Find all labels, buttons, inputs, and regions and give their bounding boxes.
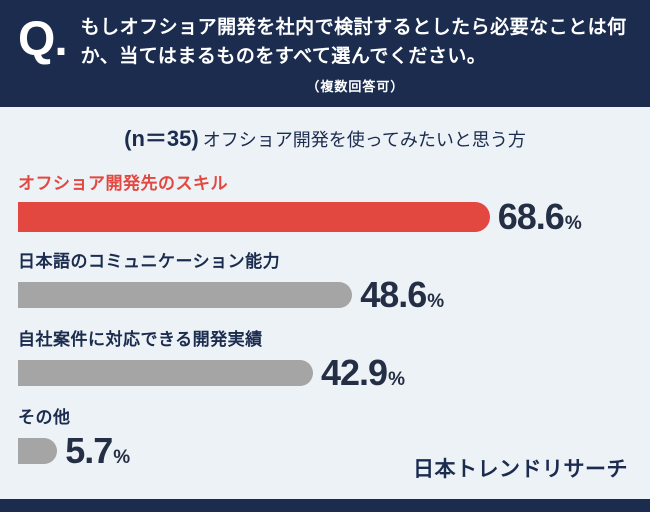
- question-header: Q. もしオフショア開発を社内で検討するとしたら必要なことは何か、当てはまるもの…: [0, 0, 650, 107]
- bar-row: 自社案件に対応できる開発実績 42.9%: [18, 325, 632, 391]
- question-body: もしオフショア開発を社内で検討するとしたら必要なことは何か、当てはまるものをすべ…: [81, 14, 630, 95]
- bar-label: 日本語のコミュニケーション能力: [18, 252, 281, 271]
- question-note: （複数回答可）: [306, 79, 405, 94]
- bar-value: 68.6%: [498, 199, 582, 235]
- bar-value-unit: %: [564, 213, 582, 234]
- bar-value: 48.6%: [360, 277, 444, 313]
- bar-value-unit: %: [427, 291, 445, 312]
- bar-chart: (n＝35) オフショア開発を使ってみたいと思う方 オフショア開発先のスキル 68.…: [0, 107, 650, 499]
- q-mark: Q.: [18, 13, 68, 66]
- bar-value: 42.9%: [321, 355, 405, 391]
- bar-line: 68.6%: [18, 199, 632, 235]
- bar-label: 自社案件に対応できる開発実績: [18, 330, 263, 349]
- bar: [18, 202, 490, 232]
- bar-value: 5.7%: [65, 433, 130, 469]
- bar-value-number: 5.7: [65, 430, 113, 471]
- bar: [18, 360, 313, 386]
- bar: [18, 438, 58, 464]
- bar-row: 日本語のコミュニケーション能力 48.6%: [18, 247, 632, 313]
- sample-size-label: (n＝35): [124, 126, 199, 151]
- subtitle-text: オフショア開発を使ってみたいと思う方: [202, 130, 526, 150]
- bar: [18, 282, 353, 308]
- bar-list: オフショア開発先のスキル 68.6% 日本語のコミュニケーション能力 48.6% 自社案…: [18, 169, 632, 469]
- bar-line: 5.7%: [18, 433, 632, 469]
- bar-row: その他 5.7%: [18, 403, 632, 469]
- bar-value-unit: %: [388, 369, 405, 390]
- bar-label: その他: [18, 408, 71, 427]
- bar-line: 48.6%: [18, 277, 632, 313]
- chart-subtitle: (n＝35) オフショア開発を使ってみたいと思う方: [18, 121, 632, 153]
- bar-label: オフショア開発先のスキル: [18, 174, 228, 193]
- question-text: もしオフショア開発を社内で検討するとしたら必要なことは何か、当てはまるものをすべ…: [80, 17, 627, 67]
- bar-value-unit: %: [113, 447, 131, 468]
- bar-row: オフショア開発先のスキル 68.6%: [18, 169, 632, 235]
- footer-bar: [0, 499, 650, 512]
- brand-logo: 日本トレンドリサーチ: [413, 458, 628, 481]
- bar-line: 42.9%: [18, 355, 632, 391]
- bar-value-number: 48.6: [360, 274, 427, 315]
- bar-value-number: 42.9: [321, 352, 388, 393]
- bar-value-number: 68.6: [497, 196, 565, 237]
